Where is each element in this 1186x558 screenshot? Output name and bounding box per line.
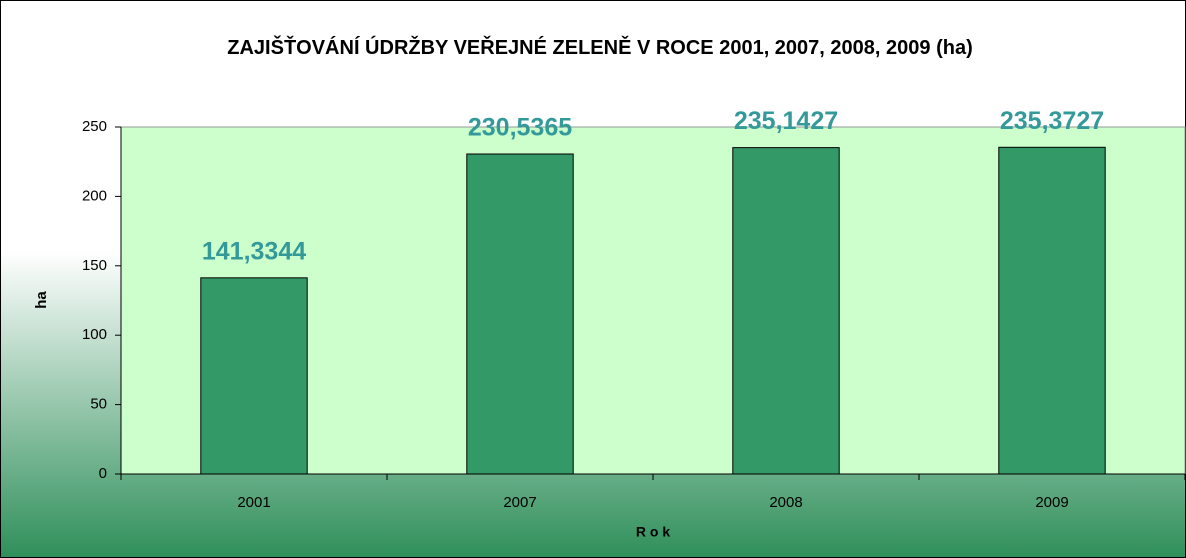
y-tick-label: 200 <box>82 187 107 204</box>
y-tick-label: 250 <box>82 118 107 135</box>
value-label: 235,3727 <box>1000 107 1104 135</box>
y-tick-label: 100 <box>82 326 107 343</box>
y-axis-label: ha <box>33 291 50 309</box>
x-tick-label: 2007 <box>503 494 536 511</box>
value-label: 235,1427 <box>734 107 838 135</box>
x-axis-label: R o k <box>636 524 670 540</box>
y-tick-label: 50 <box>90 396 107 413</box>
bar <box>466 153 574 475</box>
x-tick-label: 2009 <box>1035 494 1068 511</box>
chart-title: ZAJIŠŤOVÁNÍ ÚDRŽBY VEŘEJNÉ ZELENĚ V ROCE… <box>227 37 973 59</box>
bar <box>732 147 840 475</box>
value-label: 230,5365 <box>468 114 572 142</box>
y-tick-label: 0 <box>99 465 107 482</box>
x-tick-label: 2001 <box>237 494 270 511</box>
bar <box>998 146 1106 475</box>
x-tick-label: 2008 <box>769 494 802 511</box>
bar <box>200 277 308 475</box>
value-label: 141,3344 <box>202 237 306 265</box>
y-tick-label: 150 <box>82 257 107 274</box>
